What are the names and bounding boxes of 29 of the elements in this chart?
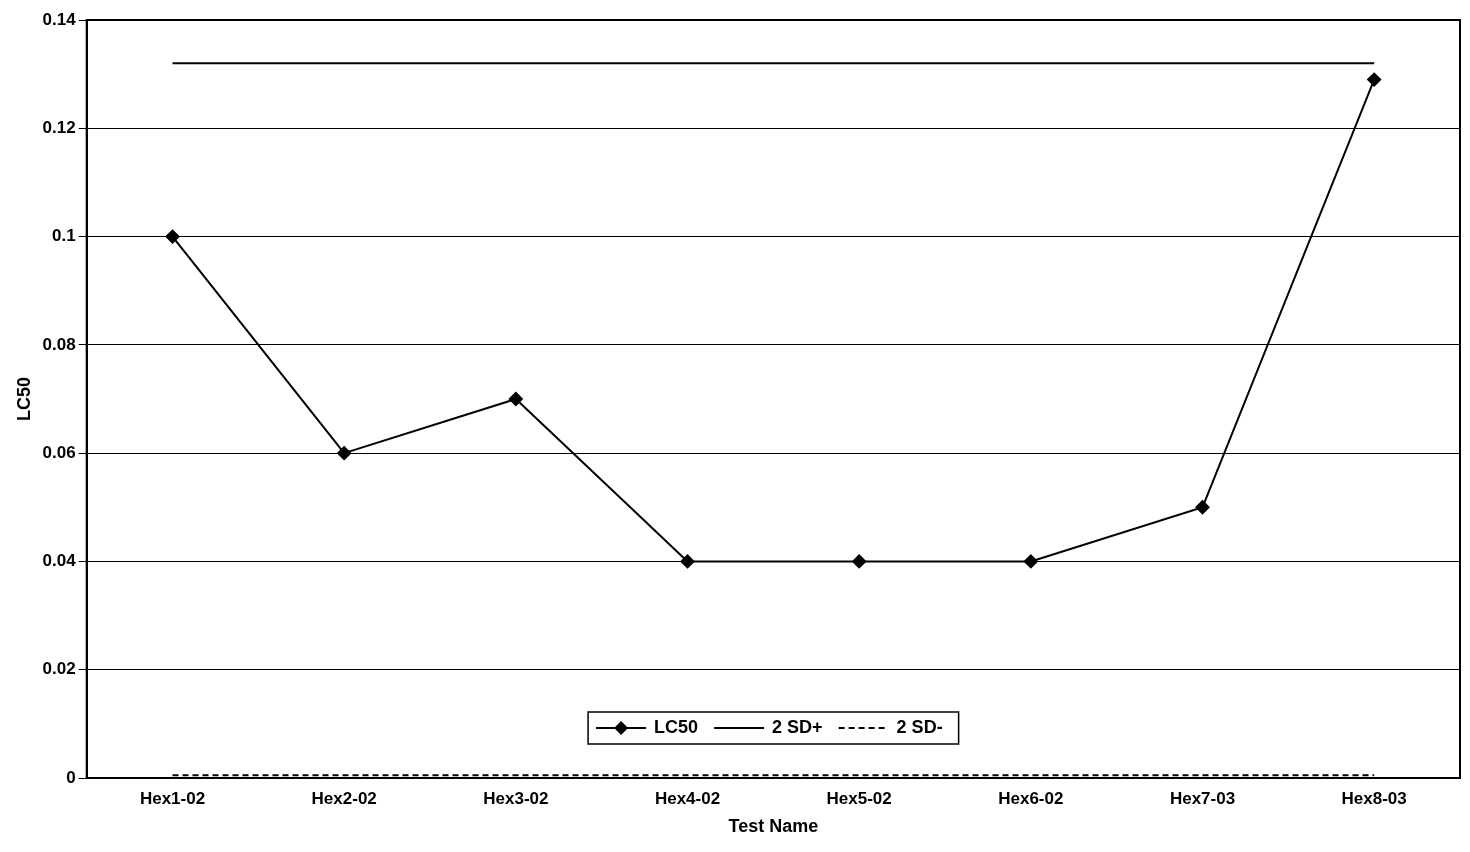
point (337, 446, 352, 461)
point (508, 392, 523, 406)
legend-label: 2 SD+ (772, 716, 823, 737)
point (1367, 72, 1382, 87)
x-tick-label: Hex8-03 (1341, 788, 1407, 808)
y-tick-label: 0.1 (52, 226, 76, 246)
x-tick-label: Hex1-02 (139, 788, 206, 808)
point (852, 554, 867, 569)
x-tick-label: Hex7-03 (1169, 788, 1236, 808)
point (165, 229, 180, 244)
y-tick-label: 0.12 (42, 117, 76, 137)
point (1195, 500, 1210, 515)
y-tick-label: 0 (66, 767, 76, 787)
x-axis-title: Test Name (728, 816, 819, 837)
y-tick-label: 0.14 (42, 9, 77, 29)
x-tick-label: Hex5-02 (826, 788, 892, 808)
x-tick-label: Hex4-02 (654, 788, 721, 808)
point (1023, 554, 1038, 569)
legend-label: 2 SD- (896, 716, 943, 737)
x-tick-label: Hex2-02 (311, 788, 377, 808)
y-tick-label: 0.04 (42, 551, 77, 571)
x-tick-label: Hex6-02 (998, 788, 1064, 808)
x-tick-label: Hex3-02 (483, 788, 549, 808)
y-tick-label: 0.06 (42, 442, 76, 462)
y-tick-label: 0.08 (42, 334, 76, 354)
y-axis-title: LC50 (13, 376, 34, 422)
point (680, 554, 695, 569)
legend-label: LC50 (654, 716, 699, 737)
y-tick-label: 0.02 (42, 659, 76, 679)
